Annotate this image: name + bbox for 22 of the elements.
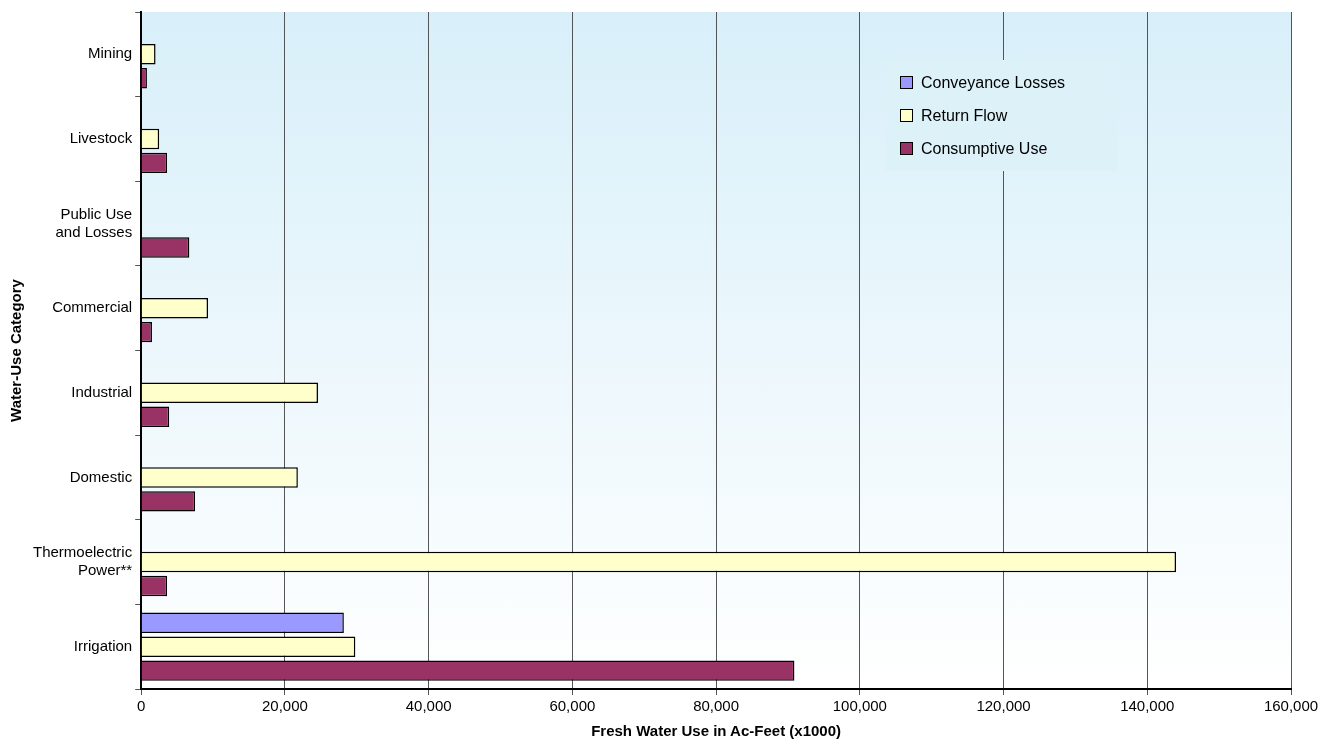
y-tick-label: Livestock — [69, 129, 133, 147]
legend-label: Conveyance Losses — [921, 73, 1066, 92]
x-tick-label: 20,000 — [261, 697, 308, 715]
x-tick-label: 100,000 — [832, 697, 887, 715]
legend-label: Return Flow — [921, 106, 1008, 125]
y-tick-label: Commercial — [52, 298, 133, 316]
x-tick-label: 80,000 — [693, 697, 740, 715]
x-tick-label: 0 — [137, 697, 146, 715]
y-tick-label: Industrial — [71, 382, 133, 400]
x-tick-label: 120,000 — [976, 697, 1031, 715]
legend-label: Consumptive Use — [921, 139, 1048, 158]
y-tick-label: Domestic — [69, 467, 133, 485]
y-tick-label: Thermoelectric Power** — [32, 543, 133, 579]
y-tick-label: Mining — [88, 44, 133, 62]
x-tick-label: 140,000 — [1120, 697, 1175, 715]
x-tick-label: 60,000 — [549, 697, 596, 715]
y-axis-title: Water-Use Category — [7, 278, 25, 422]
x-axis-title: Fresh Water Use in Ac-Feet (x1000) — [591, 722, 841, 740]
x-tick-label: 40,000 — [405, 697, 452, 715]
y-tick-label: Irrigation — [73, 636, 133, 654]
x-tick-label: 160,000 — [1263, 697, 1319, 715]
y-tick-label: Public Use and Losses — [55, 204, 133, 240]
